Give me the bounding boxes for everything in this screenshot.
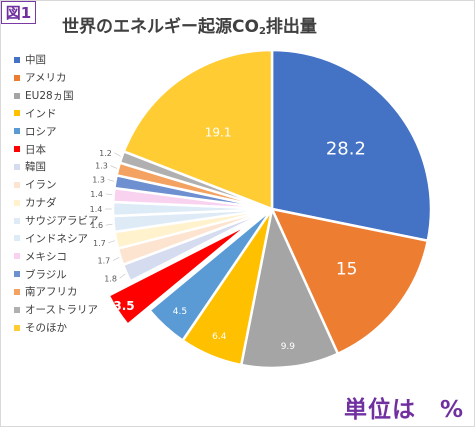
legend-item: 韓国 — [14, 158, 99, 176]
legend-swatch — [14, 306, 20, 313]
pie-slice — [122, 48, 274, 211]
data-label: 1.8 — [104, 274, 117, 283]
legend-item: 日本 — [14, 140, 99, 158]
legend-label: アメリカ — [25, 72, 67, 85]
legend-label: 中国 — [25, 54, 46, 67]
legend-item: オーストラリア — [14, 301, 99, 319]
figure-label: 図1 — [1, 1, 36, 24]
legend-item: ブラジル — [14, 265, 99, 283]
pie-slice — [147, 208, 274, 343]
legend-swatch — [14, 110, 20, 117]
data-label: 1.7 — [93, 239, 106, 248]
legend-swatch — [14, 181, 20, 188]
legend-swatch — [14, 235, 20, 242]
chart-title: 世界のエネルギー起源CO2排出量 — [62, 12, 317, 37]
pie-slice — [106, 222, 252, 327]
legend-label: 日本 — [25, 143, 46, 156]
legend-item: アメリカ — [14, 69, 99, 87]
leader-line — [112, 256, 121, 261]
legend-label: 韓国 — [25, 161, 46, 174]
legend-label: インドネシア — [25, 232, 88, 245]
legend-label: メキシコ — [25, 250, 67, 263]
legend-label: 南アフリカ — [25, 286, 78, 299]
legend-item: EU28ヵ国 — [14, 87, 99, 105]
data-label: 1.4 — [90, 205, 103, 214]
legend-label: そのほか — [25, 322, 67, 335]
data-label: 19.1 — [205, 125, 232, 139]
legend-label: ロシア — [25, 125, 57, 138]
legend-item: ロシア — [14, 122, 99, 140]
pie-slice — [270, 48, 433, 243]
leader-line — [119, 272, 127, 279]
data-label: 9.9 — [281, 342, 296, 352]
legend-swatch — [14, 253, 20, 260]
leader-line — [114, 152, 122, 158]
chart-title-main: 世界のエネルギー起源CO — [62, 17, 259, 37]
legend-label: ブラジル — [25, 268, 67, 281]
legend-swatch — [14, 199, 20, 206]
data-label: 1.2 — [99, 149, 112, 158]
data-label: 1.4 — [90, 190, 103, 199]
legend-item: そのほか — [14, 319, 99, 337]
legend-label: EU28ヵ国 — [25, 90, 74, 103]
chart-legend: 中国アメリカ EU28ヵ国 インドロシア日本韓国イランカナダサウジアラビア インドネシ… — [14, 51, 99, 337]
chart-title-end: 排出量 — [265, 17, 317, 37]
leader-line — [105, 193, 114, 196]
legend-swatch — [14, 217, 20, 224]
data-label: 1.6 — [90, 221, 103, 230]
leader-line — [105, 223, 114, 226]
unit-label: 単位は % — [344, 397, 465, 423]
legend-item: カナダ — [14, 194, 99, 212]
data-label: 6.4 — [212, 332, 227, 342]
data-label: 1.7 — [98, 257, 111, 266]
leader-line — [107, 179, 116, 182]
pie-slice — [269, 207, 430, 356]
legend-item: 南アフリカ — [14, 283, 99, 301]
legend-swatch — [14, 146, 20, 153]
data-label: 4.5 — [173, 307, 187, 317]
leader-line — [108, 239, 117, 244]
legend-swatch — [14, 163, 20, 170]
data-label: 15 — [336, 259, 358, 279]
legend-swatch — [14, 128, 20, 135]
legend-label: イラン — [25, 179, 57, 192]
legend-swatch — [14, 324, 20, 331]
legend-label: オーストラリア — [25, 304, 98, 317]
legend-label: カナダ — [25, 197, 57, 210]
legend-swatch — [14, 74, 20, 81]
legend-item: 中国 — [14, 51, 99, 69]
legend-item: サウジアラビア — [14, 212, 99, 230]
legend-swatch — [14, 271, 20, 278]
legend-item: イラン — [14, 176, 99, 194]
legend-swatch — [14, 92, 20, 99]
chart-title-subscript: 2 — [258, 26, 266, 37]
legend-label: サウジアラビア — [25, 215, 99, 228]
legend-item: メキシコ — [14, 247, 99, 265]
legend-label: インド — [25, 107, 57, 120]
leader-line — [110, 165, 119, 170]
legend-item: インドネシア — [14, 229, 99, 247]
data-label: 1.3 — [92, 175, 105, 184]
data-label: 1.3 — [95, 162, 108, 171]
legend-swatch — [14, 288, 20, 295]
data-label: 28.2 — [326, 139, 366, 160]
data-label: 3.5 — [113, 299, 134, 313]
legend-swatch — [14, 56, 20, 63]
legend-item: インド — [14, 105, 99, 123]
